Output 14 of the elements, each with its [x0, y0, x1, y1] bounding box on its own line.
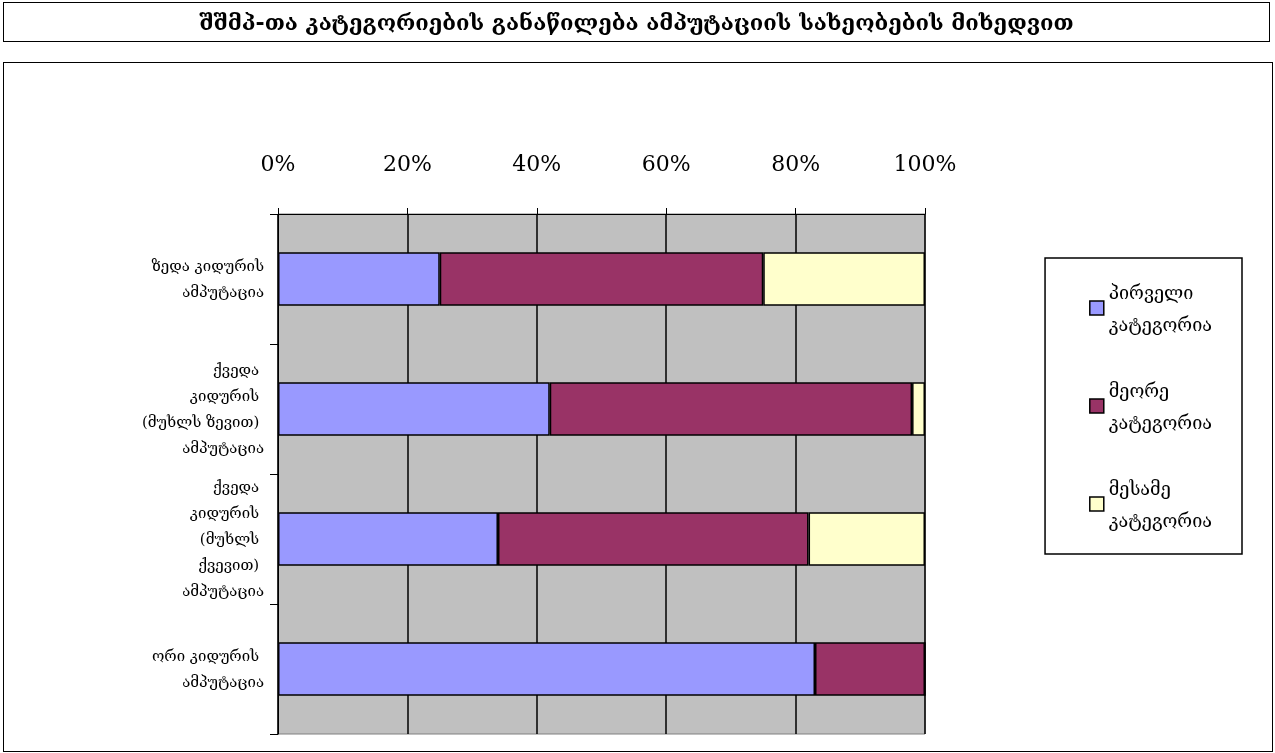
- y-tick-label: ქვედა კიდურის (მუხლს ქვევით) ამპუტაცია: [182, 478, 264, 600]
- x-tick-label: 20%: [382, 150, 432, 176]
- legend-label: მესამე კატეგორია: [1108, 477, 1213, 531]
- legend-label: პირველი კატეგორია: [1108, 281, 1213, 335]
- x-tick-label: 0%: [260, 150, 296, 176]
- chart-title: შშმპ-თა კატეგორიების განაწილება ამპუტაციის სახეობების მიხედვით: [3, 2, 1270, 42]
- legend-label: მეორე კატეგორია: [1108, 379, 1213, 433]
- y-tick-label: ორი კიდურის ამპუტაცია: [151, 647, 264, 691]
- y-tick-label: ზედა კიდურის ამპუტაცია: [151, 257, 264, 301]
- y-tick-label: ქვედა კიდურის (მუხლს ზევით) ამპუტაცია: [141, 361, 264, 457]
- x-tick-label: 60%: [641, 150, 691, 176]
- x-tick-label: 40%: [512, 150, 562, 176]
- x-tick-label: 100%: [893, 150, 957, 176]
- x-tick-label: 80%: [771, 150, 821, 176]
